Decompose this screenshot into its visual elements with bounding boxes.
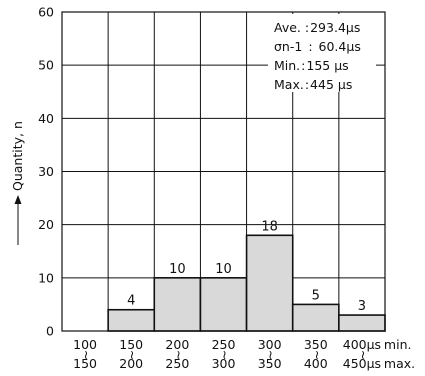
y-tick-labels: 0 10 20 30 40 50 60 xyxy=(38,5,54,339)
data-label: 18 xyxy=(261,219,278,234)
x-category-max: 450µs xyxy=(343,356,381,371)
y-axis-label: Quantity, n xyxy=(10,121,25,191)
bar xyxy=(291,303,340,332)
x-category-separator: ~ xyxy=(171,350,186,360)
bar xyxy=(338,314,386,332)
x-category-min: 150 xyxy=(119,337,143,352)
x-category-separator: ~ xyxy=(125,350,140,360)
x-row-label-max: max. xyxy=(384,356,415,371)
bar xyxy=(245,234,294,332)
x-row-label-min: min. xyxy=(384,337,412,352)
y-tick-label: 30 xyxy=(38,164,54,179)
data-label: 10 xyxy=(169,262,186,277)
x-category-max: 250 xyxy=(165,356,189,371)
y-tick-label: 20 xyxy=(38,217,54,232)
y-axis-title: Quantity, n xyxy=(10,121,25,245)
x-category-labels: 100~150150~200200~250250~300300~350350~4… xyxy=(73,337,415,371)
stats-max: Max.:445 µs xyxy=(274,77,352,92)
y-tick-label: 60 xyxy=(38,5,54,20)
x-category-separator: ~ xyxy=(79,350,94,360)
x-category-separator: ~ xyxy=(356,350,371,360)
stats-sigma: σn-1:60.4µs xyxy=(274,39,361,54)
plot-border xyxy=(61,11,386,332)
bar xyxy=(153,277,202,332)
x-category-max: 350 xyxy=(258,356,282,371)
bar xyxy=(107,308,156,332)
x-category-separator: ~ xyxy=(264,350,279,360)
x-category-min: 250 xyxy=(212,337,236,352)
x-category-min: 350 xyxy=(304,337,328,352)
x-category-min: 200 xyxy=(165,337,189,352)
y-axis-arrow-head xyxy=(14,195,22,204)
x-category-separator: ~ xyxy=(218,350,233,360)
x-category-min: 300 xyxy=(258,337,282,352)
x-category-separator: ~ xyxy=(310,350,325,360)
y-tick-label: 40 xyxy=(38,111,54,126)
data-label: 3 xyxy=(358,299,366,314)
x-category-min: 100 xyxy=(73,337,97,352)
plot-frame xyxy=(61,11,386,332)
bars xyxy=(107,234,386,332)
x-category-min: 400µs xyxy=(343,337,381,352)
y-tick-label: 0 xyxy=(46,324,54,339)
x-category-max: 400 xyxy=(304,356,328,371)
bar xyxy=(199,277,248,332)
data-label: 5 xyxy=(312,288,320,303)
stats-box: Ave.:293.4µs σn-1:60.4µs Min.:155 µs Max… xyxy=(268,14,376,92)
x-category-max: 200 xyxy=(119,356,143,371)
x-category-max: 300 xyxy=(212,356,236,371)
stats-box-background xyxy=(268,14,376,92)
data-label: 4 xyxy=(127,294,135,309)
x-category-max: 150 xyxy=(73,356,97,371)
y-tick-label: 10 xyxy=(38,270,54,285)
stats-min: Min.:155 µs xyxy=(274,58,349,73)
data-label: 10 xyxy=(215,262,232,277)
stats-ave: Ave.:293.4µs xyxy=(274,20,360,35)
data-labels: 4 10 10 18 5 3 xyxy=(127,219,366,314)
y-tick-label: 50 xyxy=(38,58,54,73)
